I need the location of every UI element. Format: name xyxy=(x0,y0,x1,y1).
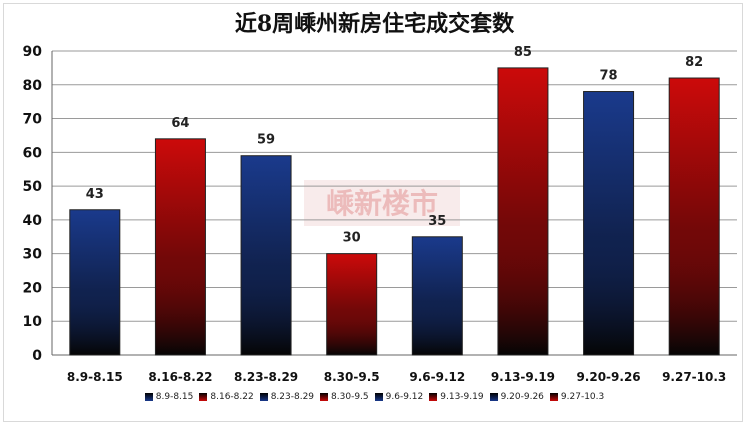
bar-group xyxy=(326,253,378,356)
bar xyxy=(668,77,720,356)
legend-item: 8.30-9.5 xyxy=(320,392,369,402)
chart-title: 近8周嵊州新房住宅成交套数 xyxy=(234,11,515,37)
x-tick-label: 9.27-10.3 xyxy=(662,370,726,384)
legend-swatch xyxy=(489,393,498,401)
y-tick-label: 20 xyxy=(23,280,43,296)
data-label: 43 xyxy=(86,187,104,202)
bar-group xyxy=(240,155,292,356)
legend-swatch xyxy=(320,393,329,401)
legend-item: 8.23-8.29 xyxy=(259,392,315,402)
bar xyxy=(583,91,635,356)
legend-swatch xyxy=(429,393,438,401)
legend-swatch xyxy=(199,393,208,401)
bar-group xyxy=(668,77,720,356)
legend-swatch xyxy=(374,393,383,401)
legend-item: 9.20-9.26 xyxy=(489,392,544,402)
watermark-text: 嵊新楼市 xyxy=(326,187,438,220)
bar xyxy=(154,138,206,356)
bar xyxy=(240,155,292,356)
x-tick-label: 8.9-8.15 xyxy=(67,370,123,384)
x-tick-label: 9.13-9.19 xyxy=(491,370,555,384)
legend-label: 8.16-8.22 xyxy=(210,392,254,402)
y-tick-label: 60 xyxy=(23,145,43,161)
data-label: 82 xyxy=(685,55,703,70)
data-label: 35 xyxy=(428,214,446,229)
bar-group xyxy=(583,91,635,356)
legend-item: 9.27-10.3 xyxy=(549,392,605,402)
legend-label: 9.20-9.26 xyxy=(500,392,544,402)
legend-item: 9.13-9.19 xyxy=(429,392,484,402)
bar xyxy=(69,209,121,356)
legend-swatch xyxy=(259,393,268,401)
legend-item: 8.16-8.22 xyxy=(199,392,254,402)
x-tick-label: 9.6-9.12 xyxy=(409,370,465,384)
y-tick-label: 40 xyxy=(23,213,43,229)
legend-label: 8.30-9.5 xyxy=(331,392,369,402)
legend-swatch xyxy=(549,393,558,401)
data-label: 78 xyxy=(600,69,618,84)
x-tick-label: 9.20-9.26 xyxy=(576,370,640,384)
x-tick-label: 8.23-8.29 xyxy=(234,370,298,384)
y-tick-label: 90 xyxy=(23,44,43,60)
x-tick-label: 8.30-9.5 xyxy=(324,370,380,384)
bar-group xyxy=(497,67,549,356)
data-label: 30 xyxy=(343,231,361,246)
data-label: 85 xyxy=(514,45,532,60)
y-tick-label: 80 xyxy=(23,78,43,94)
legend-swatch xyxy=(144,393,153,401)
y-tick-label: 0 xyxy=(32,348,42,364)
data-label: 64 xyxy=(171,116,189,131)
bar xyxy=(497,67,549,356)
watermark-box xyxy=(304,180,460,226)
legend-label: 8.9-8.15 xyxy=(155,392,194,402)
legend-item: 8.9-8.15 xyxy=(144,392,194,402)
legend-item: 9.6-9.12 xyxy=(374,392,424,402)
y-tick-label: 30 xyxy=(23,247,43,263)
watermark-logo: 嵊新楼市 xyxy=(304,180,460,226)
legend-label: 9.6-9.12 xyxy=(385,392,424,402)
data-label: 59 xyxy=(257,133,275,148)
bar-group xyxy=(69,209,121,356)
chart-legend: 8.9-8.15 8.16-8.22 8.23-8.29 8.30-9.5 9.6-9.… xyxy=(0,392,749,402)
legend-label: 8.23-8.29 xyxy=(270,392,315,402)
bar-group xyxy=(154,138,206,356)
y-tick-label: 50 xyxy=(23,179,43,195)
x-tick-label: 8.16-8.22 xyxy=(148,370,212,384)
legend-label: 9.27-10.3 xyxy=(560,392,605,402)
bar xyxy=(326,253,378,356)
bar-group xyxy=(411,236,463,356)
y-tick-label: 10 xyxy=(23,314,43,330)
bar xyxy=(411,236,463,356)
legend-label: 9.13-9.19 xyxy=(440,392,484,402)
y-tick-label: 70 xyxy=(23,112,43,128)
